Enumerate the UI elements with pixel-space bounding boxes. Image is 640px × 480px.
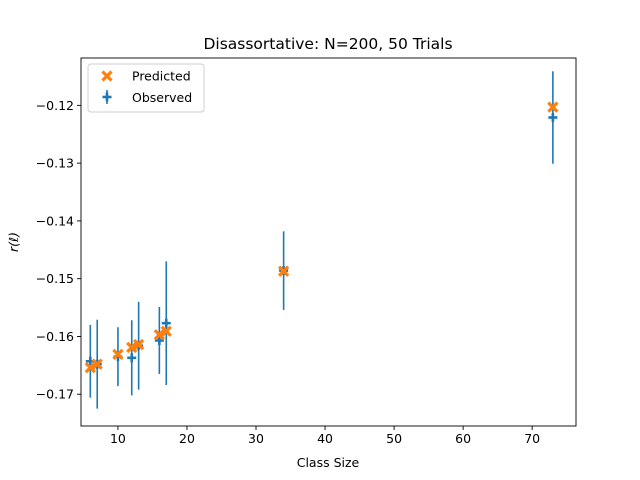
predicted-x-stroke xyxy=(126,341,138,354)
predicted-point xyxy=(132,338,145,351)
y-axis-label: r(ℓ) xyxy=(6,232,21,252)
y-tick-label: −0.16 xyxy=(36,329,74,344)
predicted-x-stroke xyxy=(91,358,103,370)
predicted-series xyxy=(84,101,559,374)
legend-predicted-marker xyxy=(101,70,113,82)
x-tick-label: 70 xyxy=(524,431,540,446)
legend-observed-label: Observed xyxy=(132,90,192,105)
predicted-x-stroke xyxy=(112,348,124,361)
observed-point xyxy=(548,113,558,123)
observed-series xyxy=(85,113,558,369)
y-tick-label: −0.15 xyxy=(36,271,74,286)
y-tick-label: −0.12 xyxy=(36,98,74,113)
legend-predicted-label: Predicted xyxy=(132,69,191,84)
predicted-point xyxy=(112,348,124,361)
legend-observed-plus xyxy=(102,92,112,102)
predicted-x-stroke xyxy=(547,101,559,113)
x-axis-ticks: 10 20 30 40 50 60 70 xyxy=(110,426,540,446)
predicted-x-stroke xyxy=(277,265,290,277)
predicted-x-stroke xyxy=(101,70,113,82)
y-tick-label: −0.14 xyxy=(36,213,74,228)
predicted-point xyxy=(84,361,96,374)
legend: Predicted Observed xyxy=(87,63,205,113)
legend-box xyxy=(87,63,205,113)
y-tick-label: −0.13 xyxy=(36,156,74,171)
y-tick-label: −0.17 xyxy=(36,387,74,402)
x-tick-label: 40 xyxy=(317,431,333,446)
legend-predicted-x xyxy=(101,70,113,82)
observed-point xyxy=(161,318,171,328)
x-tick-label: 50 xyxy=(386,431,402,446)
predicted-point xyxy=(153,329,166,341)
x-tick-label: 20 xyxy=(179,431,195,446)
predicted-point xyxy=(547,101,559,113)
predicted-point xyxy=(91,358,103,370)
predicted-x-stroke xyxy=(153,329,166,341)
observed-point xyxy=(127,353,137,363)
predicted-x-stroke xyxy=(132,338,145,351)
x-tick-label: 30 xyxy=(248,431,264,446)
observed-point xyxy=(154,335,164,345)
predicted-point xyxy=(277,265,290,277)
chart-title: Disassortative: N=200, 50 Trials xyxy=(203,35,452,53)
predicted-x-stroke xyxy=(160,325,172,337)
predicted-point xyxy=(126,341,138,354)
y-axis-ticks: −0.17 −0.16 −0.15 −0.14 −0.13 −0.12 xyxy=(36,98,81,402)
x-tick-label: 10 xyxy=(110,431,126,446)
plot-frame xyxy=(80,57,577,427)
x-tick-label: 60 xyxy=(455,431,471,446)
x-axis-label: Class Size xyxy=(297,455,360,470)
predicted-point xyxy=(160,325,172,337)
legend-observed-marker xyxy=(102,90,112,104)
predicted-x-stroke xyxy=(84,361,96,374)
